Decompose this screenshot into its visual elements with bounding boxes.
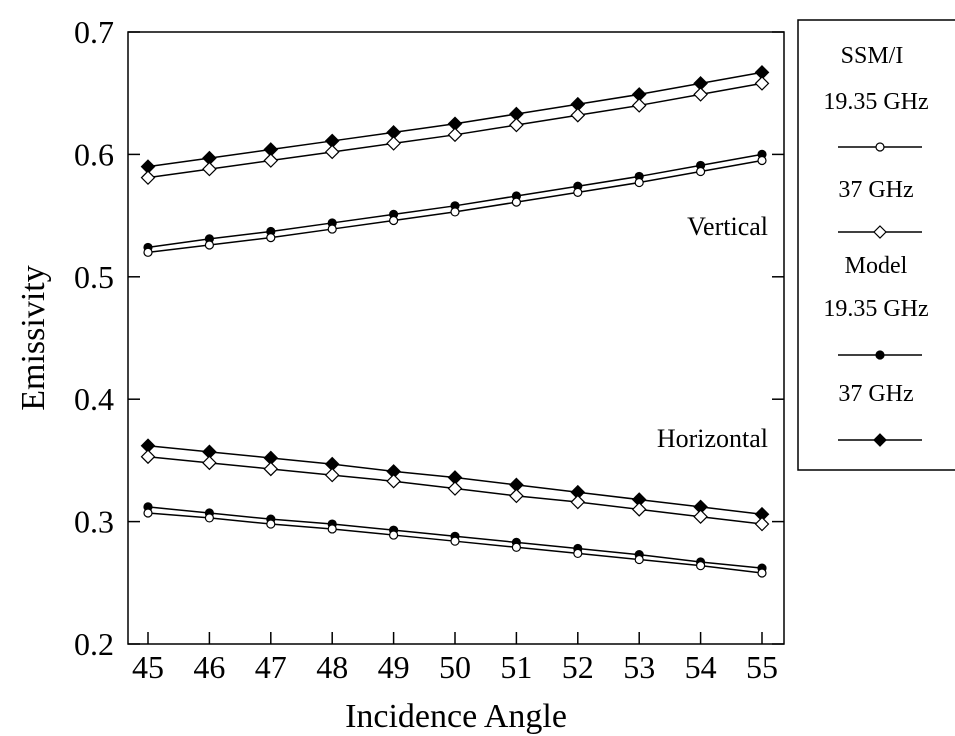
x-tick-label: 49 [378,649,410,685]
x-tick-label: 50 [439,649,471,685]
x-tick-label: 46 [193,649,225,685]
legend-label-model-37: 37 GHz [838,381,913,407]
x-axis-label: Incidence Angle [345,698,567,735]
legend-marker-ssmi-37 [873,225,887,239]
x-tick-label: 52 [562,649,594,685]
data-point [324,144,340,160]
data-point [202,161,217,177]
data-point [386,473,401,489]
data-point [204,513,214,523]
data-point [324,467,340,483]
x-tick-label: 48 [316,649,348,685]
x-tick-label: 45 [132,649,164,685]
data-point [631,98,647,113]
legend-marker-ssmi-19 [875,142,885,152]
series-layer [140,65,770,578]
data-point [202,455,217,471]
y-tick-label: 0.6 [74,136,114,172]
y-tick-label: 0.5 [74,259,114,295]
data-point [634,554,644,565]
x-axis-ticks: 45 46 47 48 49 50 51 52 53 54 55 [132,632,778,685]
data-point [511,542,522,552]
data-point [143,508,153,518]
data-point [386,136,401,151]
legend-label-ssmi-37: 37 GHz [838,177,913,203]
series-open-diamond-5 [140,449,770,532]
data-point [509,117,524,133]
series-open-diamond-1 [140,76,770,186]
data-point [693,509,708,525]
data-point [573,548,583,559]
y-axis-label: Emissivity [15,265,52,410]
series-open-circle-7 [143,508,767,578]
data-point [327,524,337,534]
data-point [204,240,214,250]
data-point [450,536,460,546]
x-tick-label: 51 [500,649,532,685]
data-point [266,519,276,529]
data-point [447,127,463,143]
legend-heading-ssmi: SSM/I [841,43,904,69]
data-point [634,177,644,188]
data-point [263,461,279,477]
data-point [266,233,276,243]
y-tick-label: 0.2 [74,626,114,662]
x-tick-label: 55 [746,649,778,685]
data-point [450,207,460,217]
data-point [389,530,399,540]
series-line [147,153,763,249]
legend-marker-model-37 [873,433,887,447]
legend-frame [797,19,955,471]
x-tick-label: 47 [255,649,287,685]
annotation-horizontal: Horizontal [657,424,768,453]
y-axis-ticks: 0.2 0.3 0.4 0.5 0.6 0.7 [74,14,784,662]
data-point [509,488,524,504]
data-point [693,87,708,102]
series-filled-diamond-4 [140,438,770,522]
data-point [140,170,156,186]
data-point [754,76,770,91]
annotation-vertical: Vertical [687,212,768,241]
data-point [570,494,586,510]
series-open-circle-3 [143,155,767,257]
x-tick-label: 54 [685,649,717,685]
data-point [263,153,279,168]
data-point [143,247,153,257]
x-tick-label: 53 [623,649,655,685]
data-point [695,561,706,571]
data-point [631,502,647,517]
data-point [140,449,156,465]
data-point [757,155,767,166]
data-point [389,215,399,226]
series-filled-diamond-0 [140,65,770,174]
legend-label-ssmi-19: 19.35 GHz [823,89,928,115]
legend: SSM/I 19.35 GHz 37 GHz Model 19.35 GHz 3… [797,19,955,471]
data-point [447,481,463,496]
data-point [511,197,522,207]
data-point [757,568,767,578]
legend-marker-model-19 [875,350,885,360]
y-tick-label: 0.4 [74,381,114,417]
legend-label-model-19: 19.35 GHz [823,296,928,322]
plot-frame [127,31,785,645]
data-point [754,516,770,532]
data-point [570,107,586,123]
data-point [327,224,337,234]
data-point [695,166,706,177]
data-point [573,187,583,197]
y-tick-label: 0.3 [74,504,114,540]
y-tick-label: 0.7 [74,14,114,50]
legend-heading-model: Model [845,253,908,279]
